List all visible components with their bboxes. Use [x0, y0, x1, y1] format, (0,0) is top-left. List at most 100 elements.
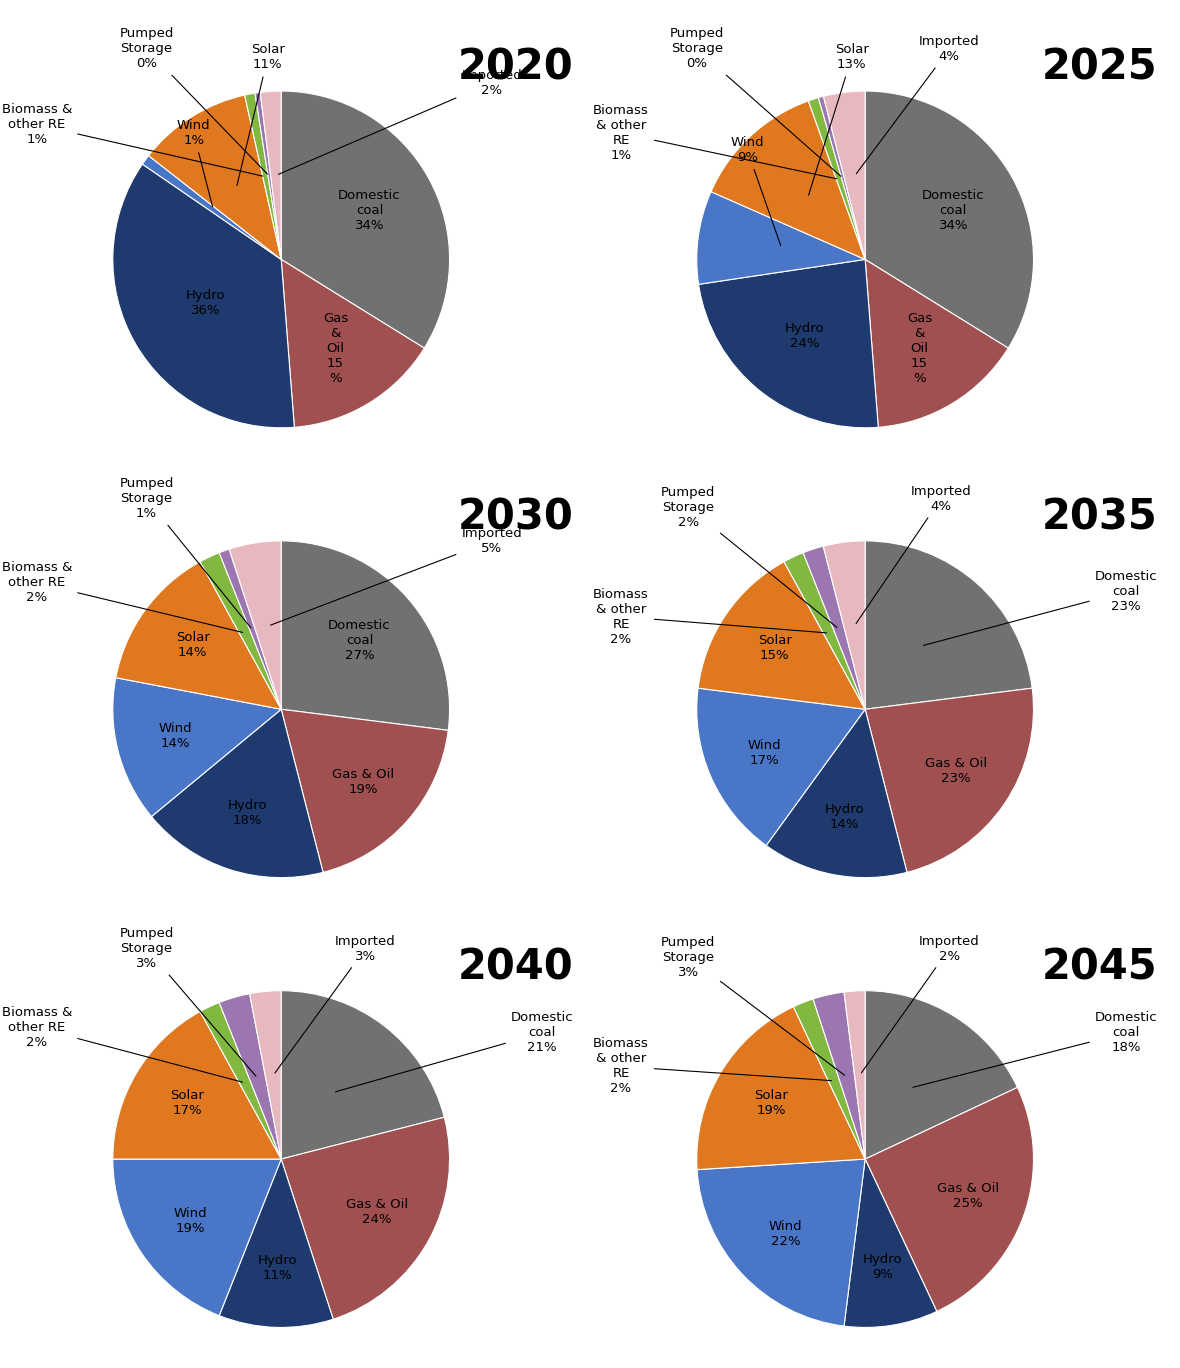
Wedge shape: [201, 553, 281, 709]
Wedge shape: [813, 992, 865, 1159]
Wedge shape: [281, 260, 425, 427]
Text: Wind
14%: Wind 14%: [158, 722, 192, 751]
Text: Hydro
11%: Hydro 11%: [258, 1254, 297, 1282]
Text: Imported
2%: Imported 2%: [278, 68, 522, 174]
Wedge shape: [261, 92, 281, 260]
Text: Wind
1%: Wind 1%: [177, 119, 212, 207]
Text: Pumped
Storage
0%: Pumped Storage 0%: [119, 27, 268, 174]
Wedge shape: [699, 562, 865, 709]
Wedge shape: [824, 540, 865, 709]
Text: Biomass
& other
RE
2%: Biomass & other RE 2%: [594, 1037, 832, 1096]
Text: Solar
11%: Solar 11%: [237, 44, 284, 186]
Text: Domestic
coal
21%: Domestic coal 21%: [335, 1011, 573, 1092]
Wedge shape: [219, 993, 281, 1159]
Text: Biomass
& other
RE
2%: Biomass & other RE 2%: [594, 588, 826, 646]
Wedge shape: [844, 1159, 937, 1327]
Text: Gas & Oil
23%: Gas & Oil 23%: [925, 757, 986, 785]
Wedge shape: [699, 260, 878, 428]
Wedge shape: [844, 990, 865, 1159]
Wedge shape: [865, 688, 1034, 873]
Wedge shape: [808, 97, 865, 260]
Text: Wind
22%: Wind 22%: [768, 1220, 802, 1248]
Text: Gas & Oil
19%: Gas & Oil 19%: [333, 767, 394, 796]
Wedge shape: [697, 1159, 865, 1326]
Text: Biomass &
other RE
2%: Biomass & other RE 2%: [2, 561, 243, 632]
Wedge shape: [865, 260, 1008, 427]
Text: Domestic
coal
23%: Domestic coal 23%: [924, 570, 1158, 646]
Text: Wind
9%: Wind 9%: [730, 135, 781, 246]
Text: Gas & Oil
24%: Gas & Oil 24%: [346, 1198, 408, 1226]
Wedge shape: [696, 688, 865, 845]
Text: Imported
2%: Imported 2%: [861, 934, 979, 1073]
Wedge shape: [255, 93, 281, 260]
Wedge shape: [696, 1007, 865, 1170]
Wedge shape: [865, 990, 1017, 1159]
Text: Hydro
24%: Hydro 24%: [785, 321, 824, 350]
Text: Domestic
coal
34%: Domestic coal 34%: [922, 189, 984, 231]
Text: Imported
4%: Imported 4%: [857, 484, 971, 624]
Wedge shape: [865, 92, 1034, 347]
Wedge shape: [250, 990, 281, 1159]
Text: 2035: 2035: [1042, 497, 1158, 539]
Wedge shape: [244, 93, 281, 260]
Wedge shape: [712, 101, 865, 260]
Wedge shape: [281, 540, 450, 731]
Text: Gas & Oil
25%: Gas & Oil 25%: [937, 1182, 999, 1211]
Text: Gas
&
Oil
15
%: Gas & Oil 15 %: [323, 312, 348, 386]
Text: Hydro
18%: Hydro 18%: [228, 799, 267, 828]
Text: Solar
14%: Solar 14%: [176, 631, 210, 659]
Text: Pumped
Storage
3%: Pumped Storage 3%: [119, 928, 256, 1077]
Text: Solar
15%: Solar 15%: [758, 633, 792, 662]
Wedge shape: [113, 164, 294, 428]
Text: Domestic
coal
34%: Domestic coal 34%: [339, 189, 401, 231]
Wedge shape: [149, 96, 281, 260]
Wedge shape: [281, 990, 445, 1159]
Text: Wind
17%: Wind 17%: [748, 739, 781, 766]
Text: Domestic
coal
18%: Domestic coal 18%: [913, 1011, 1158, 1088]
Text: Biomass &
other RE
1%: Biomass & other RE 1%: [2, 103, 263, 176]
Text: 2040: 2040: [458, 947, 573, 989]
Text: 2045: 2045: [1042, 947, 1158, 989]
Text: Imported
3%: Imported 3%: [275, 934, 395, 1073]
Text: Hydro
9%: Hydro 9%: [863, 1253, 902, 1282]
Wedge shape: [113, 677, 281, 817]
Text: Wind
19%: Wind 19%: [173, 1207, 208, 1234]
Text: Gas
&
Oil
15
%: Gas & Oil 15 %: [906, 312, 932, 386]
Wedge shape: [281, 1118, 450, 1319]
Wedge shape: [151, 709, 323, 878]
Wedge shape: [824, 92, 865, 260]
Text: 2025: 2025: [1042, 47, 1158, 89]
Wedge shape: [219, 1159, 333, 1327]
Wedge shape: [865, 1088, 1034, 1312]
Wedge shape: [766, 709, 907, 878]
Text: Solar
19%: Solar 19%: [754, 1089, 788, 1118]
Text: Hydro
14%: Hydro 14%: [825, 803, 865, 830]
Wedge shape: [143, 156, 281, 260]
Text: Domestic
coal
27%: Domestic coal 27%: [328, 618, 391, 662]
Text: Pumped
Storage
3%: Pumped Storage 3%: [661, 936, 845, 1075]
Text: Imported
5%: Imported 5%: [270, 527, 522, 625]
Text: 2030: 2030: [458, 497, 573, 539]
Wedge shape: [113, 1011, 281, 1159]
Wedge shape: [865, 540, 1032, 709]
Text: Biomass &
other RE
2%: Biomass & other RE 2%: [2, 1007, 243, 1082]
Text: Imported
4%: Imported 4%: [857, 36, 979, 174]
Wedge shape: [229, 540, 281, 709]
Wedge shape: [784, 553, 865, 709]
Wedge shape: [116, 562, 281, 709]
Text: Pumped
Storage
2%: Pumped Storage 2%: [661, 486, 837, 628]
Wedge shape: [281, 92, 450, 347]
Wedge shape: [804, 546, 865, 709]
Wedge shape: [819, 96, 865, 260]
Wedge shape: [696, 192, 865, 285]
Wedge shape: [113, 1159, 281, 1316]
Wedge shape: [793, 999, 865, 1159]
Text: 2020: 2020: [458, 47, 573, 89]
Text: Hydro
36%: Hydro 36%: [185, 289, 225, 317]
Wedge shape: [281, 709, 448, 873]
Wedge shape: [219, 549, 281, 709]
Text: Biomass
& other
RE
1%: Biomass & other RE 1%: [594, 104, 837, 179]
Text: Solar
13%: Solar 13%: [808, 44, 868, 196]
Text: Pumped
Storage
1%: Pumped Storage 1%: [119, 477, 251, 628]
Text: Solar
17%: Solar 17%: [170, 1089, 204, 1118]
